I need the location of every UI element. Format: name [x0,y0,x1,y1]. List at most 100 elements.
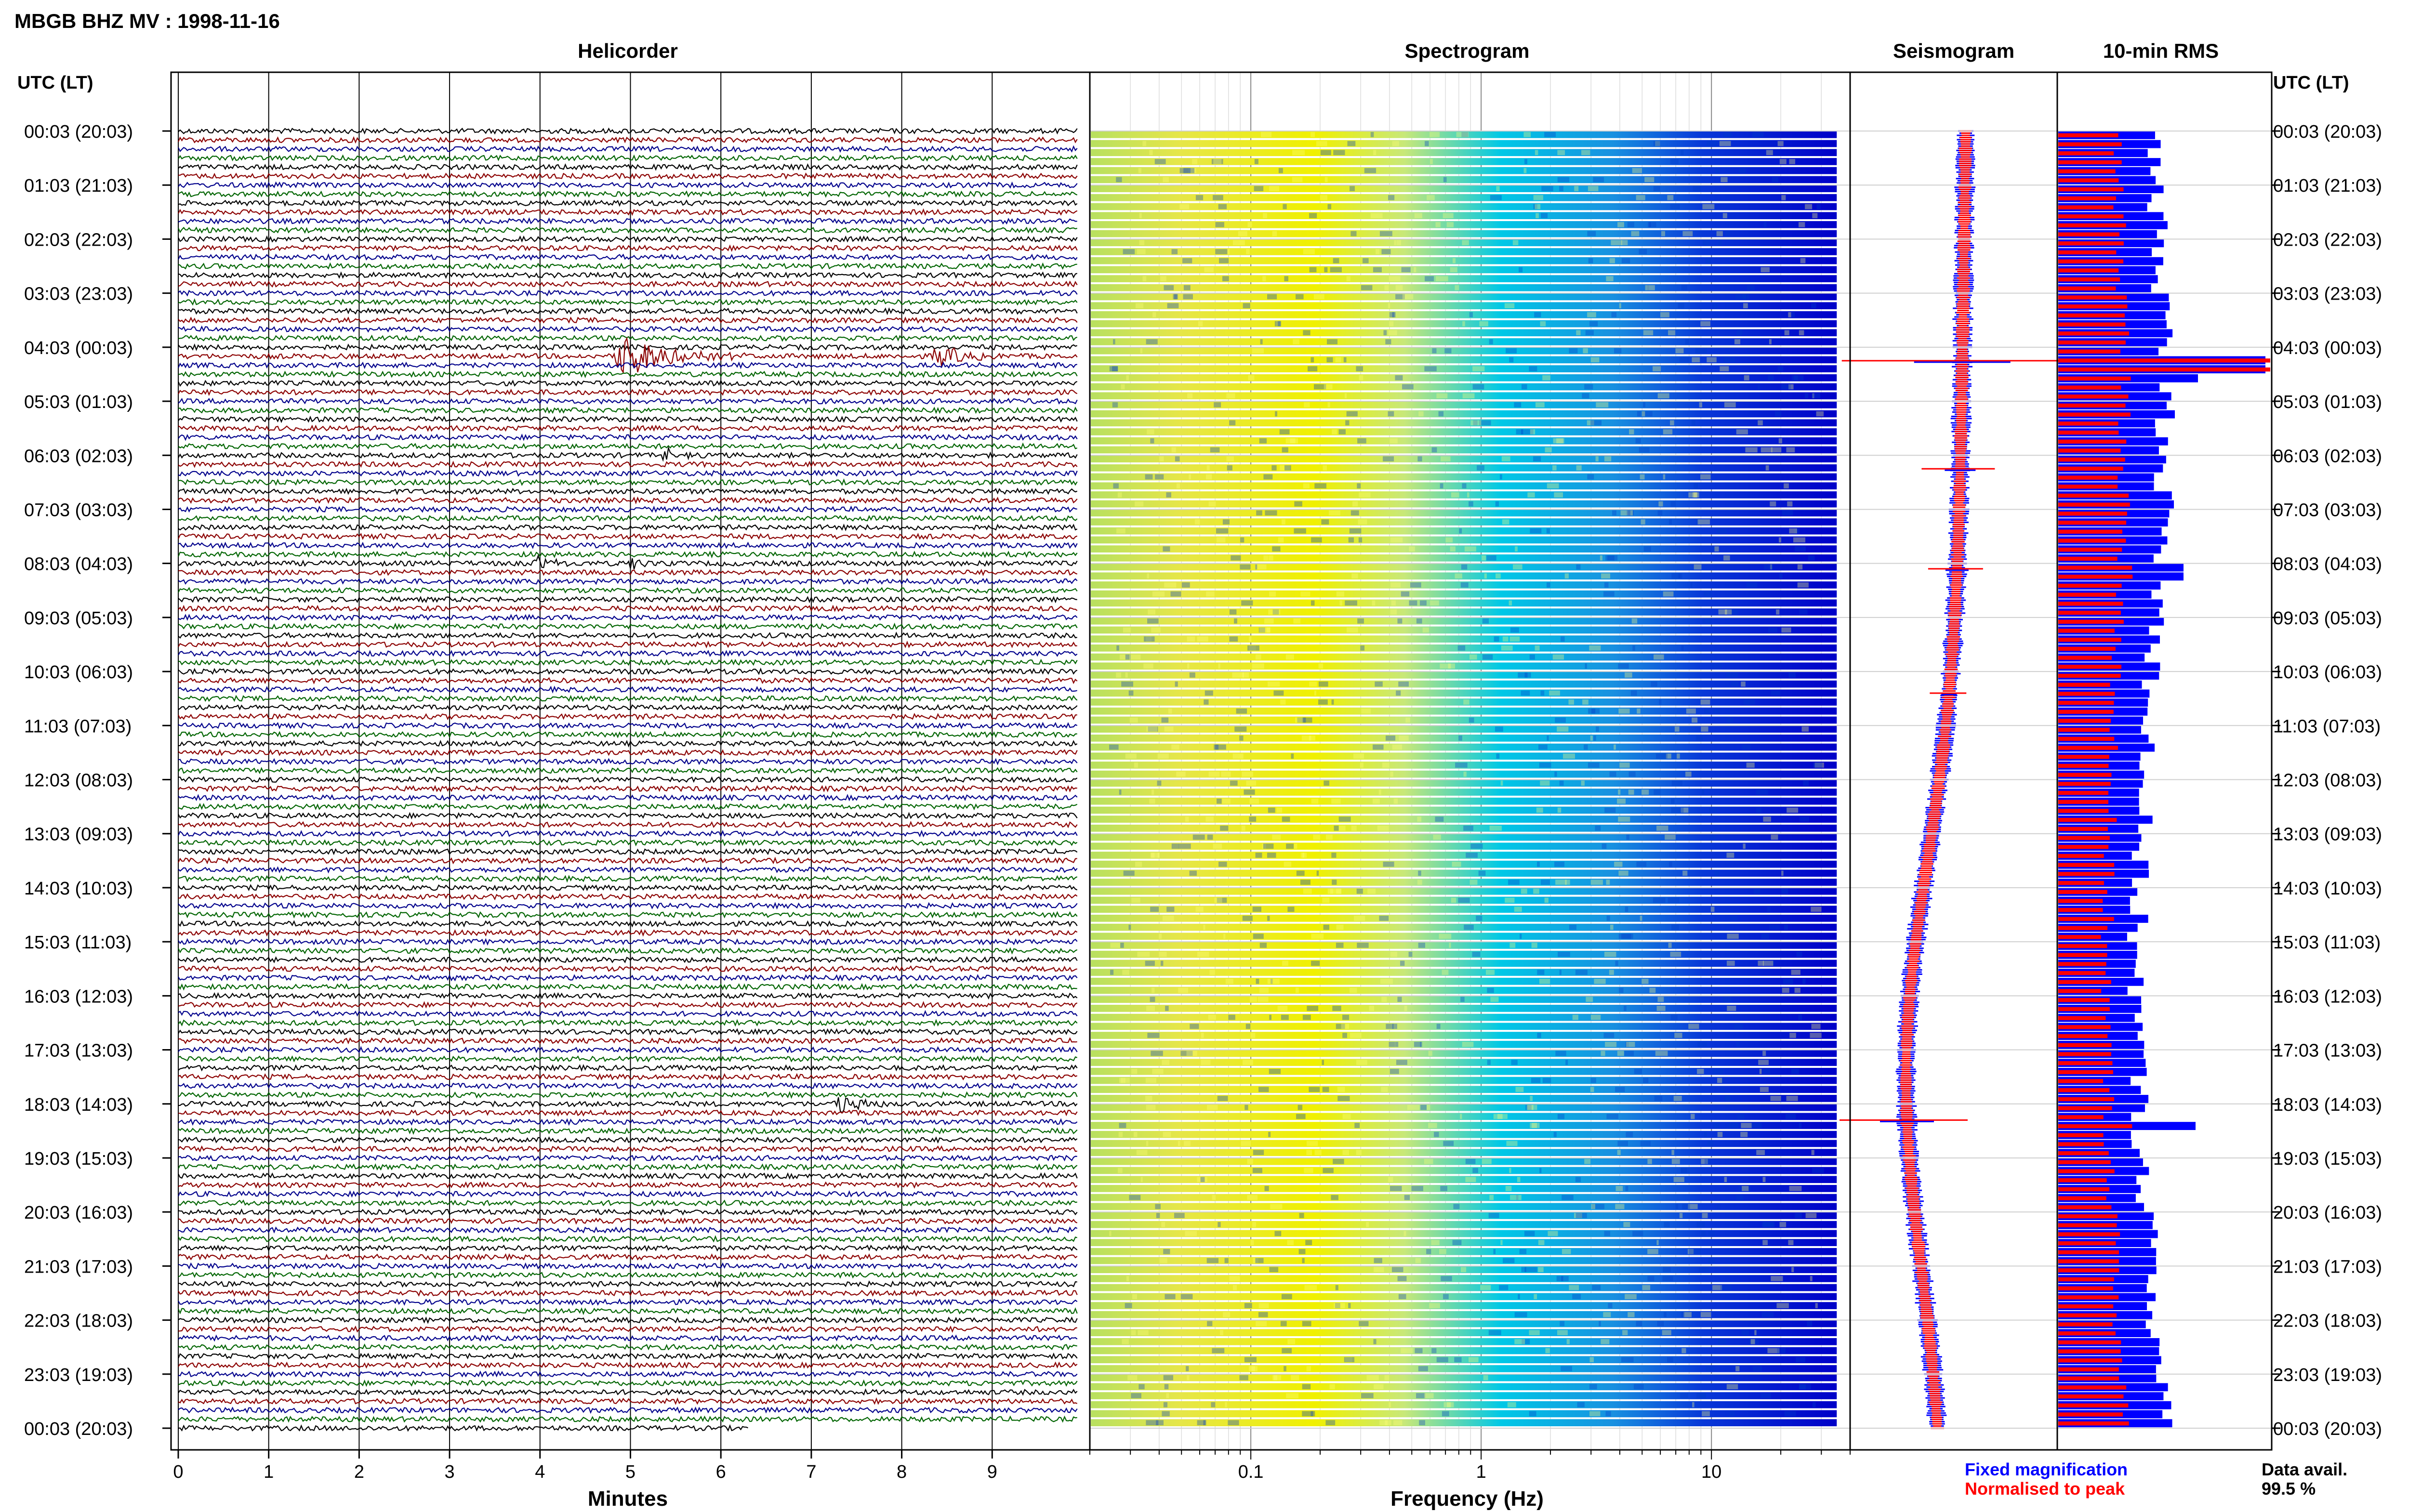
rms-bar-normalised [2058,800,2108,804]
spectrogram-speckle [1208,1015,1216,1020]
spectrogram-speckle [1591,1204,1595,1209]
rms-bar-normalised [2058,845,2108,849]
spectrogram-speckle [1685,339,1689,344]
time-tick-label-left: 05:03 (01:03) [24,392,133,412]
rms-bar-normalised [2058,1061,2112,1065]
helicorder-trace [178,1336,1077,1341]
helicorder-trace [178,183,1077,187]
spectrogram-speckle [1482,555,1486,561]
time-tick-label-right: 05:03 (01:03) [2273,392,2382,412]
spectrogram-speckle [1483,1375,1488,1381]
helicorder-trace [178,1210,1077,1214]
spectrogram-speckle [1639,447,1650,453]
spectrogram-speckle [1410,582,1421,588]
spectrogram-row [1091,1248,1837,1255]
spectrogram-speckle [1476,916,1482,921]
spectrogram-speckle [1586,997,1593,1002]
spectrogram-speckle [1700,321,1710,327]
spectrogram-speckle [1706,258,1711,263]
spectrogram-speckle [1618,871,1628,876]
spectrogram-speckle [1381,997,1387,1002]
spectrogram-speckle [1535,645,1540,651]
rms-bar-normalised [2058,638,2121,642]
spectrogram-speckle [1600,555,1602,561]
spectrogram-speckle [1569,348,1577,354]
helicorder-trace [178,552,1077,557]
spectrogram-speckle [1383,862,1394,867]
spectrogram-speckle [1623,1222,1630,1227]
spectrogram-speckle [1611,240,1622,245]
spectrogram-speckle [1427,195,1435,200]
spectrogram-speckle [1565,573,1569,579]
helicorder-trace [178,696,1077,701]
spectrogram-speckle [1692,1402,1694,1407]
helicorder-trace [178,597,1077,602]
time-tick-label-right: 16:03 (12:03) [2273,986,2382,1007]
spectrogram-speckle [1282,1294,1292,1299]
spectrogram-speckle [1509,600,1512,605]
spectrogram-speckle [1152,789,1154,795]
spectrogram-speckle [1163,916,1174,921]
helicorder-trace [178,1263,1077,1268]
spectrogram-speckle [1584,1159,1590,1164]
spectrogram-speckle [1670,952,1681,957]
spectrogram-row [1091,987,1837,994]
spectrogram-speckle [1116,177,1122,183]
spectrogram-speckle [1303,330,1310,335]
spectrogram-speckle [1332,429,1337,434]
rms-bar-normalised [2058,1133,2104,1137]
spectrogram-speckle [1794,375,1798,381]
spectrogram-speckle [1645,285,1655,290]
spectrogram-speckle [1411,1186,1423,1191]
spectrogram-speckle [1392,312,1394,317]
spectrogram-speckle [1694,565,1702,570]
spectrogram-speckle [1452,862,1461,867]
spectrogram-speckle [1319,663,1324,669]
spectrogram-speckle [1418,1366,1428,1371]
spectrogram-speckle [1178,843,1191,849]
spectrogram-speckle [1741,1123,1752,1128]
spectrogram-speckle [1709,375,1720,381]
helicorder-trace [178,1047,1077,1052]
spectrogram-speckle [1207,835,1213,840]
spectrogram-speckle [1152,1069,1163,1074]
spectrogram-speckle [1405,718,1410,723]
spectrogram-speckle [1589,645,1601,651]
spectrogram-speckle [1384,1375,1389,1381]
spectrogram-speckle [1461,1267,1466,1272]
spectrogram-speckle [1451,492,1459,498]
spectrogram-speckle [1437,1024,1441,1029]
spectrogram-row [1091,500,1837,508]
spectrogram-speckle [1530,528,1541,534]
spectrogram-speckle [1628,510,1630,515]
spectrogram-speckle [1395,375,1403,381]
spectrogram-speckle [1302,1411,1313,1417]
spectrogram-speckle [1125,753,1137,759]
spectrogram-speckle [1345,393,1347,398]
rms-bar-normalised [2058,782,2111,786]
spectrogram-speckle [1651,682,1657,687]
time-tick-label-left: 13:03 (09:03) [24,825,133,845]
helicorder-trace [178,1083,1077,1088]
spectrogram-speckle [1213,843,1222,849]
spectrogram-speckle [1628,222,1634,227]
spectrogram-speckle [1689,1249,1701,1254]
spectrogram-speckle [1795,1213,1801,1218]
spectrogram-speckle [1653,898,1666,903]
spectrogram-speckle [1270,1267,1279,1272]
spectrogram-speckle [1250,916,1253,921]
spectrogram-speckle [1718,1132,1723,1137]
spectrogram-speckle [1152,592,1165,597]
spectrogram-speckle [1161,1222,1165,1227]
spectrogram-row [1091,879,1837,886]
spectrogram-speckle [1255,565,1257,570]
spectrogram-speckle [1172,249,1178,254]
spectrogram-speckle [1416,1393,1425,1398]
spectrogram-speckle [1681,150,1683,155]
spectrogram-speckle [1431,1240,1439,1245]
spectrogram-speckle [1156,1213,1160,1218]
helicorder-trace [178,1200,1077,1205]
spectrogram-speckle [1182,582,1190,588]
spectrogram-speckle [1418,871,1421,876]
spectrogram-speckle [1761,933,1769,939]
